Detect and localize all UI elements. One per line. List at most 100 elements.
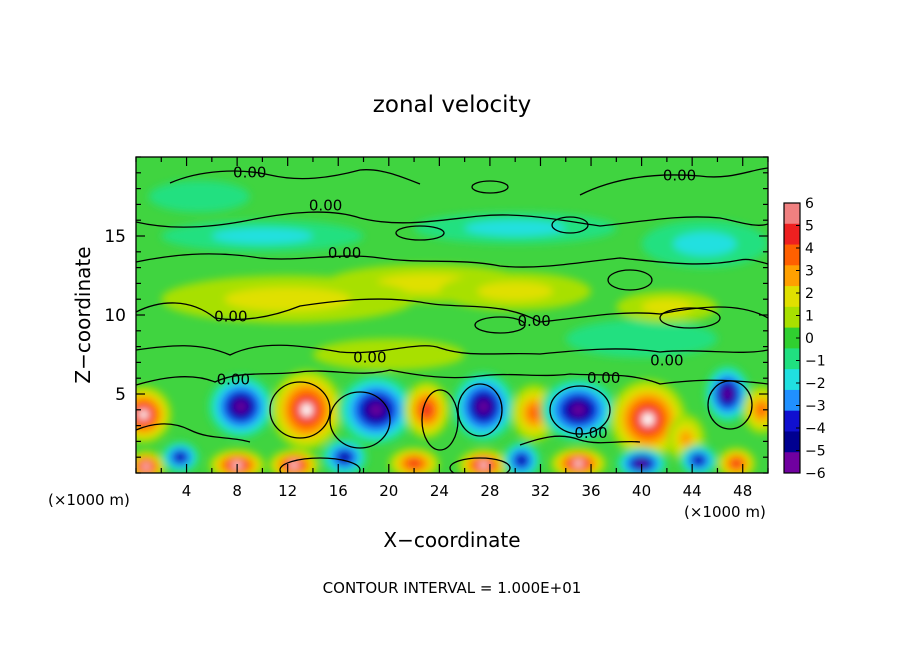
velocity-cell [289,462,299,468]
velocity-cell [641,412,655,426]
colorbar-label: 5 [805,219,814,235]
zero-contour-line [136,369,768,386]
x-tick-label: 36 [581,482,600,500]
x-tick-label: 8 [232,482,242,500]
colorbar-label: −3 [805,399,826,415]
x-axis-unit-right: (×1000 m) [684,503,766,521]
zero-contour-line [136,344,768,356]
y-tick-label: 15 [104,227,126,247]
colorbar-label: 3 [805,264,814,280]
colorbar-swatch [784,410,800,432]
zero-contour-line [136,211,768,228]
x-tick-label: 4 [182,482,192,500]
velocity-cell [409,460,420,467]
colorbar-swatch [784,389,800,412]
zero-contour-loop [421,389,459,451]
zero-contours [136,167,768,473]
velocity-cell [224,287,351,312]
colorbar-label: 2 [805,286,814,302]
colorbar-swatch [784,327,800,349]
contour-label: 0.00 [650,352,683,370]
velocity-cell [138,409,149,420]
velocity-cell [528,405,540,421]
colorbar-label: 6 [805,196,814,212]
colorbar-label: −5 [805,444,826,460]
velocity-cell [572,404,585,416]
velocity-cell [478,400,489,413]
x-tick-label: 48 [733,482,752,500]
velocity-cell [679,430,693,447]
zero-contour-line [579,167,768,196]
colorbar-swatch [784,431,800,453]
colorbar-label: 0 [805,331,814,347]
velocity-cell [300,403,313,417]
colorbar-swatch [784,244,800,266]
velocity-cell [732,460,741,467]
colorbar-label: 4 [805,241,814,257]
velocity-cell [637,460,646,467]
zero-contour-line [136,423,251,443]
colorbar-swatch [784,369,800,391]
velocity-cell [694,457,703,464]
contour-label: 0.00 [214,307,247,325]
zero-contour-line [136,253,768,268]
zero-contour-loop [551,216,589,234]
zero-contour-loop [474,316,526,334]
x-tick-label: 28 [480,482,499,500]
colorbar-label: −2 [805,376,826,392]
contour-labels: 0.00 0.00 0.00 0.00 0.00 0.00 0.00 0.00 0.00 0.00… [214,164,696,443]
x-tick-label: 16 [329,482,348,500]
velocity-cell [673,232,737,256]
colorbar-swatch [784,348,800,370]
velocity-cell [340,453,350,461]
velocity-cell [464,220,566,237]
plot-area: 0.00 0.00 0.00 0.00 0.00 0.00 0.00 0.00 0.00 0.00… [136,157,768,473]
velocity-cell [422,404,432,416]
colorbar: 6 5 4 3 2 1 0 −1 −2 −3 −4 −5 −6 [783,196,826,482]
contour-label: 0.00 [587,369,620,387]
zero-contour-loop [707,380,753,430]
velocity-cell [142,464,150,470]
colorbar-label: −4 [805,421,826,437]
velocity-cell [369,404,383,416]
contour-label: 0.00 [233,164,266,182]
contour-label: 0.00 [574,424,607,442]
velocity-cell [477,281,554,301]
x-tick-label: 44 [683,482,702,500]
x-tick-label: 40 [632,482,651,500]
colorbar-swatch [784,223,800,246]
velocity-cell [756,403,767,416]
x-axis-label: X−coordinate [383,528,520,552]
y-tick-label: 5 [115,385,126,405]
y-tick-label: 10 [104,306,126,326]
colorbar-swatch [784,265,800,287]
zero-contour-loop [279,457,361,473]
zero-contour-line [519,435,641,446]
velocity-cell [517,456,526,465]
x-tick-label: 24 [430,482,449,500]
zero-contour-loop [395,225,445,241]
zero-contour-loop [549,385,611,435]
colorbar-label: −1 [805,354,826,370]
contour-label: 0.00 [517,312,550,330]
zero-contour-loop [607,269,653,291]
contour-label: 0.00 [217,371,250,389]
velocity-cell [479,462,488,468]
contour-label: 0.00 [328,244,361,262]
x-tick-label: 12 [278,482,297,500]
velocity-cell [312,338,465,371]
contour-interval-note: CONTOUR INTERVAL = 1.000E+01 [323,579,582,597]
zero-contour-loop [471,180,509,194]
zero-contour-line [169,169,421,185]
colorbar-label: −6 [805,466,826,482]
velocity-cell [723,389,732,399]
chart-title: zonal velocity [373,92,531,118]
colorbar-swatch [784,306,800,329]
zero-contour-loop [449,457,511,473]
contour-label: 0.00 [663,167,696,185]
zero-contour-loop [269,381,331,439]
y-axis-label: Z−coordinate [71,246,95,383]
colorbar-swatch [784,452,800,474]
